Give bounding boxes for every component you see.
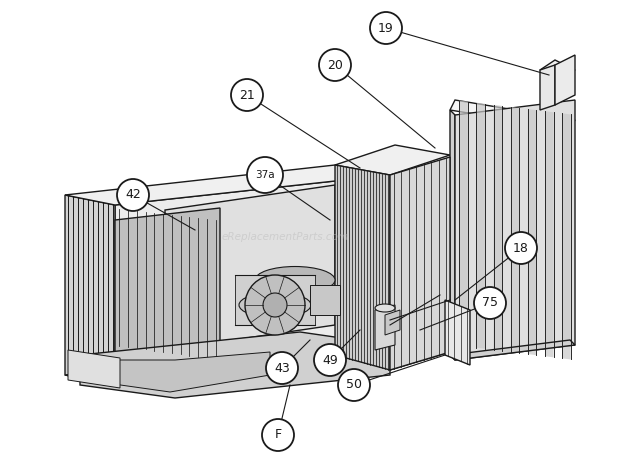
Circle shape xyxy=(314,344,346,376)
Polygon shape xyxy=(335,342,450,370)
Polygon shape xyxy=(445,300,470,365)
Circle shape xyxy=(245,275,305,335)
Polygon shape xyxy=(80,332,390,398)
Text: 75: 75 xyxy=(482,297,498,310)
Text: 21: 21 xyxy=(239,89,255,101)
Polygon shape xyxy=(65,165,390,205)
Text: 19: 19 xyxy=(378,21,394,35)
Circle shape xyxy=(117,179,149,211)
Polygon shape xyxy=(450,340,575,360)
Text: 37a: 37a xyxy=(255,170,275,180)
Circle shape xyxy=(247,157,283,193)
Polygon shape xyxy=(385,310,400,335)
Circle shape xyxy=(262,419,294,451)
Polygon shape xyxy=(65,350,390,385)
Circle shape xyxy=(338,369,370,401)
Text: 20: 20 xyxy=(327,58,343,72)
Circle shape xyxy=(505,232,537,264)
Circle shape xyxy=(263,293,287,317)
Circle shape xyxy=(231,79,263,111)
Polygon shape xyxy=(459,100,468,346)
Circle shape xyxy=(319,49,351,81)
Text: F: F xyxy=(275,428,281,441)
Text: 42: 42 xyxy=(125,189,141,201)
Polygon shape xyxy=(562,113,571,359)
Polygon shape xyxy=(511,107,520,353)
Ellipse shape xyxy=(375,304,395,312)
Polygon shape xyxy=(555,55,575,105)
Polygon shape xyxy=(450,100,575,130)
Text: 49: 49 xyxy=(322,354,338,366)
Polygon shape xyxy=(235,275,315,325)
Polygon shape xyxy=(375,305,395,350)
Circle shape xyxy=(474,287,506,319)
Polygon shape xyxy=(450,110,455,360)
Polygon shape xyxy=(540,65,555,110)
Polygon shape xyxy=(165,185,335,350)
Polygon shape xyxy=(65,195,115,385)
Polygon shape xyxy=(335,165,390,370)
Polygon shape xyxy=(455,100,575,360)
Polygon shape xyxy=(390,157,450,370)
Polygon shape xyxy=(540,60,575,80)
Polygon shape xyxy=(115,175,390,385)
Polygon shape xyxy=(68,350,120,388)
Text: 50: 50 xyxy=(346,379,362,392)
Polygon shape xyxy=(310,285,340,315)
Text: eReplacementParts.com: eReplacementParts.com xyxy=(221,232,349,242)
Ellipse shape xyxy=(255,266,335,293)
Polygon shape xyxy=(476,103,485,349)
Polygon shape xyxy=(85,352,270,392)
Ellipse shape xyxy=(239,292,311,318)
Polygon shape xyxy=(115,208,220,360)
Polygon shape xyxy=(528,109,536,355)
Polygon shape xyxy=(545,111,554,357)
Polygon shape xyxy=(494,105,502,351)
Circle shape xyxy=(370,12,402,44)
Text: 18: 18 xyxy=(513,241,529,255)
Polygon shape xyxy=(335,145,450,175)
Circle shape xyxy=(266,352,298,384)
Text: 43: 43 xyxy=(274,362,290,374)
